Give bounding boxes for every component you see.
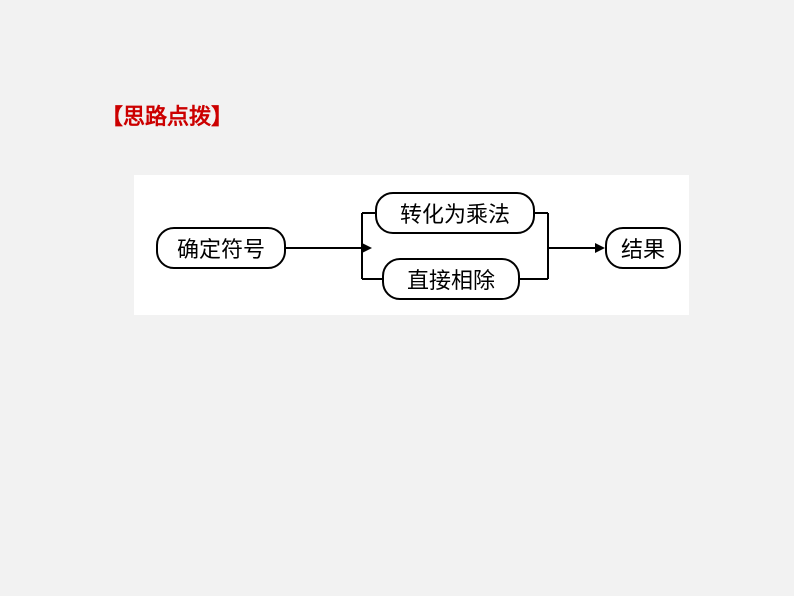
flow-connectors (0, 0, 794, 596)
